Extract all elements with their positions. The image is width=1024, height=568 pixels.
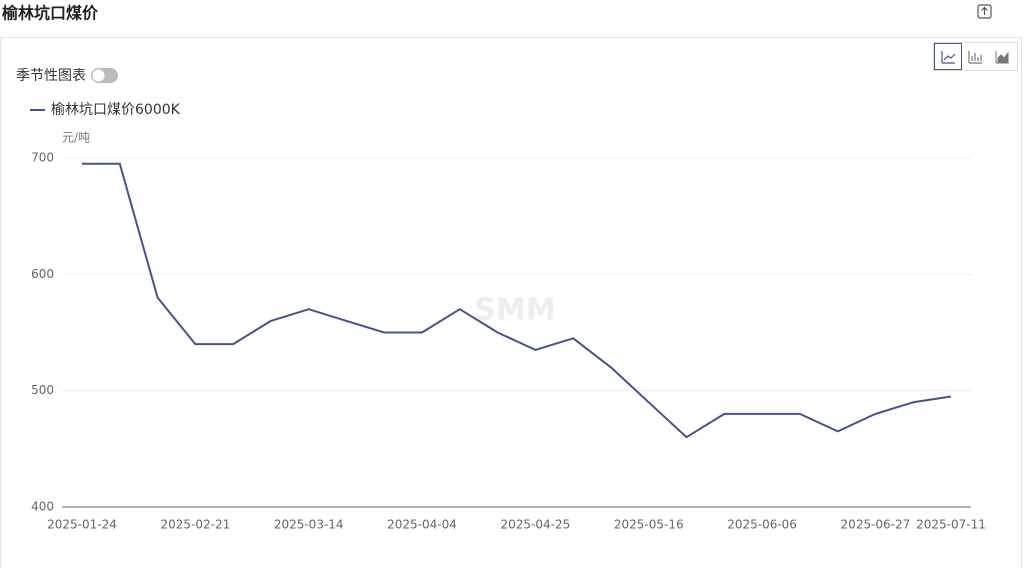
legend-label: 榆林坑口煤价6000K: [51, 102, 181, 118]
seasonal-toggle[interactable]: [91, 68, 118, 83]
seasonal-label: 季节性图表: [16, 68, 86, 84]
x-tick-label: 2025-07-11: [916, 518, 986, 532]
export-icon[interactable]: [977, 4, 992, 19]
y-tick-label: 400: [31, 500, 54, 514]
y-tick-label: 700: [31, 151, 54, 165]
chart-type-switch[interactable]: [933, 42, 1018, 71]
x-tick-label: 2025-03-14: [274, 518, 344, 532]
y-unit: 元/吨: [62, 131, 90, 145]
x-tick-label: 2025-04-04: [387, 518, 457, 532]
y-tick-label: 600: [31, 267, 54, 281]
x-tick-label: 2025-06-27: [841, 518, 911, 532]
y-tick-label: 500: [31, 383, 54, 397]
card: [0, 37, 1022, 568]
x-tick-label: 2025-04-25: [501, 518, 571, 532]
series-line: [82, 162, 952, 439]
watermark: SMM: [474, 293, 555, 328]
x-tick-label: 2025-02-21: [160, 518, 230, 532]
x-tick-label: 2025-06-06: [727, 518, 797, 532]
page-title: 榆林坑口煤价: [2, 4, 99, 23]
x-tick-label: 2025-05-16: [614, 518, 684, 532]
x-tick-label: 2025-01-24: [47, 518, 117, 532]
